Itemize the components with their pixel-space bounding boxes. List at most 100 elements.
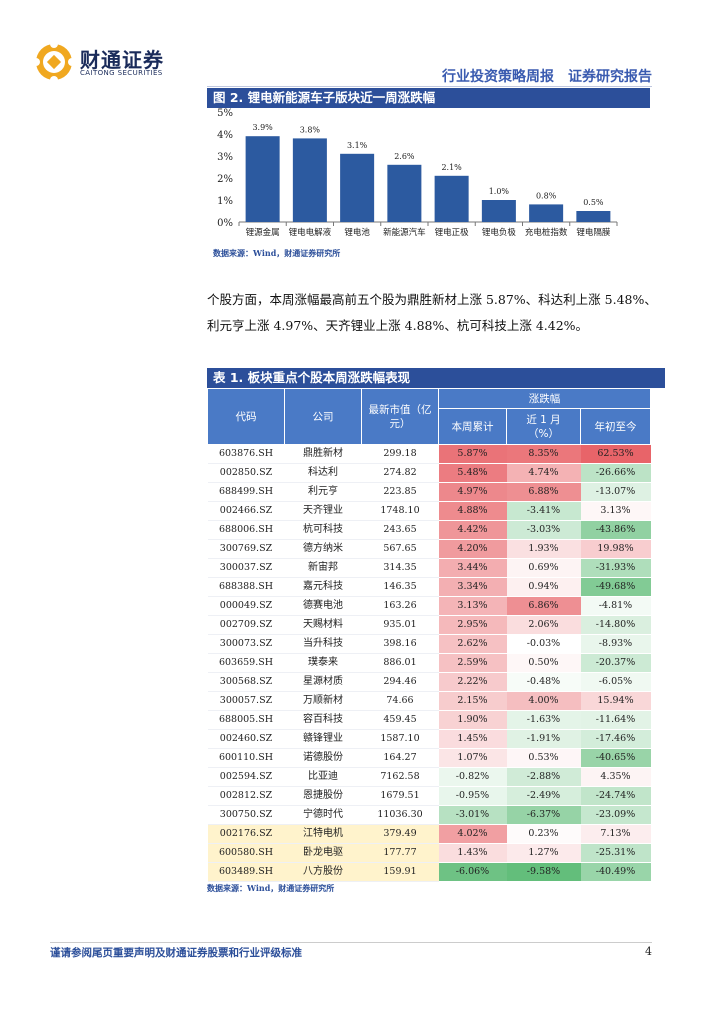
cell-name: 宁德时代 <box>284 805 362 825</box>
cell-week: 2.22% <box>438 672 507 692</box>
cell-mcap: 223.85 <box>361 482 439 502</box>
cell-month: -0.03% <box>506 634 581 654</box>
cell-week: 2.59% <box>438 653 507 673</box>
x-tick-label: 锂电电解液 <box>289 227 332 238</box>
y-tick-label: 3% <box>217 152 233 163</box>
cell-mcap: 314.35 <box>361 558 439 578</box>
table-row: 000049.SZ 德赛电池 163.26 3.13% 6.86% -4.81% <box>207 596 651 616</box>
cell-month: 2.06% <box>506 615 581 635</box>
page-number: 4 <box>645 945 652 958</box>
table-row: 600110.SH 诺德股份 164.27 1.07% 0.53% -40.65% <box>207 748 651 768</box>
bar <box>387 164 422 222</box>
cell-code: 002594.SZ <box>207 767 285 787</box>
table-row: 300037.SZ 新宙邦 314.35 3.44% 0.69% -31.93% <box>207 558 651 578</box>
cell-code: 600580.SH <box>207 843 285 863</box>
cell-month: 0.50% <box>506 653 581 673</box>
cell-mcap: 177.77 <box>361 843 439 863</box>
cell-week: 5.48% <box>438 463 507 483</box>
bar <box>340 153 375 222</box>
bar <box>529 204 564 222</box>
cell-month: -0.48% <box>506 672 581 692</box>
cell-ytd: -13.07% <box>580 482 651 502</box>
cell-name: 德赛电池 <box>284 596 362 616</box>
cell-code: 603876.SH <box>207 444 285 464</box>
y-tick-label: 5% <box>217 108 233 119</box>
cell-name: 新宙邦 <box>284 558 362 578</box>
cell-month: -3.03% <box>506 520 581 540</box>
cell-week: 1.90% <box>438 710 507 730</box>
cell-name: 赣锋锂业 <box>284 729 362 749</box>
cell-month: -2.88% <box>506 767 581 787</box>
table-row: 002850.SZ 科达利 274.82 5.48% 4.74% -26.66% <box>207 463 651 483</box>
table-row: 603659.SH 璞泰来 886.01 2.59% 0.50% -20.37% <box>207 653 651 673</box>
table-row: 300568.SZ 星源材质 294.46 2.22% -0.48% -6.05% <box>207 672 651 692</box>
cell-name: 天齐锂业 <box>284 501 362 521</box>
cell-name: 杭可科技 <box>284 520 362 540</box>
cell-name: 当升科技 <box>284 634 362 654</box>
cell-ytd: -14.80% <box>580 615 651 635</box>
cell-month: 1.93% <box>506 539 581 559</box>
cell-ytd: -4.81% <box>580 596 651 616</box>
col-header-mcap: 最新市值（亿元） <box>361 388 439 445</box>
table-row: 688388.SH 嘉元科技 146.35 3.34% 0.94% -49.68% <box>207 577 651 597</box>
bar <box>576 211 611 222</box>
cell-name: 德方纳米 <box>284 539 362 559</box>
cell-month: 4.74% <box>506 463 581 483</box>
x-tick-label: 锂电正极 <box>435 227 470 238</box>
x-tick-label: 充电桩指数 <box>525 227 568 238</box>
cell-ytd: -20.37% <box>580 653 651 673</box>
cell-ytd: -8.93% <box>580 634 651 654</box>
table-row: 688499.SH 利元亨 223.85 4.97% 6.88% -13.07% <box>207 482 651 502</box>
cell-name: 璞泰来 <box>284 653 362 673</box>
cell-month: -3.41% <box>506 501 581 521</box>
cell-ytd: -40.49% <box>580 862 651 882</box>
cell-week: 1.45% <box>438 729 507 749</box>
cell-ytd: 15.94% <box>580 691 651 711</box>
report-header-title: 行业投资策略周报 证券研究报告 <box>442 69 652 85</box>
y-tick-label: 4% <box>217 130 233 141</box>
bar-data-label: 0.8% <box>536 191 557 200</box>
cell-code: 688006.SH <box>207 520 285 540</box>
x-tick-label: 锂电隔膜 <box>576 227 611 238</box>
cell-mcap: 1587.10 <box>361 729 439 749</box>
cell-code: 002460.SZ <box>207 729 285 749</box>
x-tick-label: 锂电池 <box>344 227 370 238</box>
cell-week: 3.13% <box>438 596 507 616</box>
bar-data-label: 2.1% <box>441 163 462 172</box>
cell-ytd: 19.98% <box>580 539 651 559</box>
cell-mcap: 299.18 <box>361 444 439 464</box>
cell-name: 恩捷股份 <box>284 786 362 806</box>
cell-week: 4.97% <box>438 482 507 502</box>
cell-mcap: 294.46 <box>361 672 439 692</box>
cell-code: 002466.SZ <box>207 501 285 521</box>
table-row: 002460.SZ 赣锋锂业 1587.10 1.45% -1.91% -17.46% <box>207 729 651 749</box>
cell-ytd: -31.93% <box>580 558 651 578</box>
cell-mcap: 935.01 <box>361 615 439 635</box>
cell-week: 4.88% <box>438 501 507 521</box>
cell-code: 603489.SH <box>207 862 285 882</box>
y-tick-label: 2% <box>217 174 233 185</box>
cell-week: 4.20% <box>438 539 507 559</box>
cell-month: -6.37% <box>506 805 581 825</box>
cell-name: 鼎胜新材 <box>284 444 362 464</box>
cell-name: 比亚迪 <box>284 767 362 787</box>
cell-month: 0.94% <box>506 577 581 597</box>
cell-mcap: 274.82 <box>361 463 439 483</box>
bar-data-label: 3.9% <box>252 123 273 132</box>
col-header-week: 本周累计 <box>438 408 507 445</box>
cell-week: -0.95% <box>438 786 507 806</box>
col-header-ytd: 年初至今 <box>580 408 651 445</box>
cell-name: 万顺新材 <box>284 691 362 711</box>
cell-name: 利元亨 <box>284 482 362 502</box>
cell-code: 300769.SZ <box>207 539 285 559</box>
cell-ytd: 62.53% <box>580 444 651 464</box>
cell-week: -6.06% <box>438 862 507 882</box>
cell-code: 300750.SZ <box>207 805 285 825</box>
cell-month: 1.27% <box>506 843 581 863</box>
cell-mcap: 164.27 <box>361 748 439 768</box>
cell-ytd: -11.64% <box>580 710 651 730</box>
x-tick-label: 新能源汽车 <box>383 227 426 238</box>
table-row: 300769.SZ 德方纳米 567.65 4.20% 1.93% 19.98% <box>207 539 651 559</box>
table-row: 002709.SZ 天赐材料 935.01 2.95% 2.06% -14.80% <box>207 615 651 635</box>
cell-code: 300037.SZ <box>207 558 285 578</box>
